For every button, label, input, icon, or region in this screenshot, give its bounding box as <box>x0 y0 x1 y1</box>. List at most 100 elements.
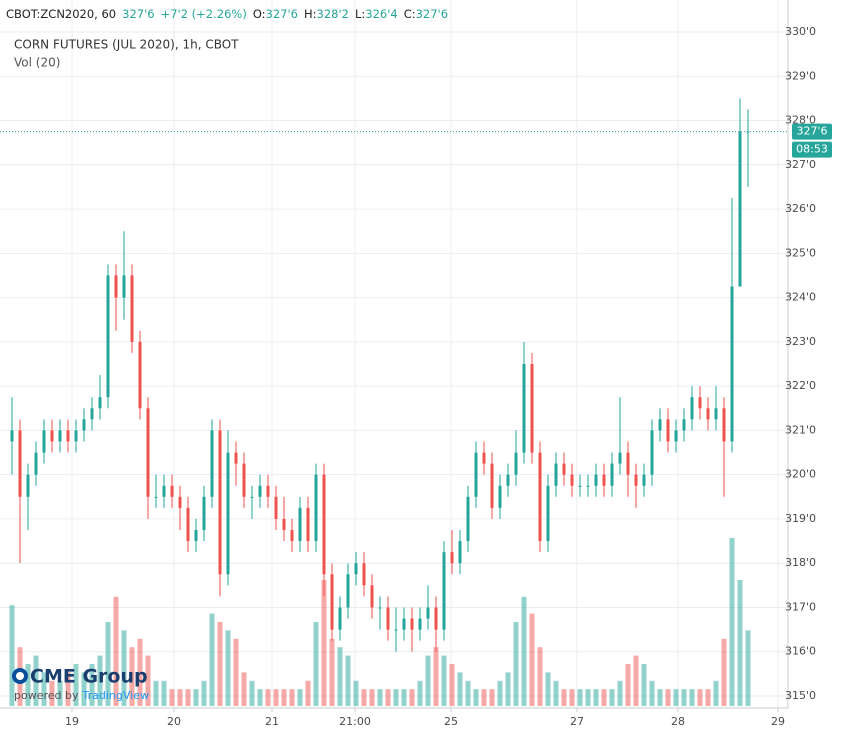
volume-bar <box>177 689 183 706</box>
volume-bar <box>129 647 135 706</box>
candle-body <box>154 496 158 498</box>
close-label: C: <box>404 7 416 21</box>
candle-body <box>570 474 574 486</box>
volume-bar <box>545 672 551 706</box>
volume-bar <box>25 664 31 706</box>
countdown-box <box>792 141 832 158</box>
volume-bar <box>297 689 303 706</box>
candle-body <box>426 607 430 619</box>
volume-bar <box>241 672 247 706</box>
volume-bar <box>633 655 639 706</box>
volume-bar <box>521 596 527 706</box>
candle-body <box>722 408 726 442</box>
candle-body <box>434 607 438 630</box>
candle-body <box>466 496 470 542</box>
candle-body <box>50 430 54 442</box>
y-tick-label: 322'0 <box>785 379 816 392</box>
candle-body <box>258 485 262 497</box>
candle-body <box>402 618 406 630</box>
volume-bar <box>537 647 543 706</box>
candle-body <box>418 618 422 630</box>
x-tick-label: 21 <box>265 715 279 728</box>
y-tick-label: 328'0 <box>785 114 816 127</box>
x-tick-label: 29 <box>771 715 785 728</box>
volume-bar <box>169 689 175 706</box>
candle-body <box>106 275 110 398</box>
logo-icon-inner <box>16 672 24 680</box>
candle-body <box>514 452 518 475</box>
candle-body <box>410 618 414 630</box>
volume-bar <box>585 689 591 706</box>
volume-bar <box>569 689 575 706</box>
candle-body <box>554 463 558 486</box>
volume-bar <box>105 622 111 706</box>
last-price-box <box>792 123 832 140</box>
volume-bar <box>393 689 399 706</box>
candle-body <box>242 463 246 497</box>
candle-body <box>338 607 342 630</box>
candle-body <box>650 430 654 475</box>
y-tick-label: 318'0 <box>785 556 816 569</box>
volume-bar <box>145 655 151 706</box>
volume-bar <box>577 689 583 706</box>
volume-bar <box>433 647 439 706</box>
candle-body <box>474 452 478 497</box>
candle-body <box>458 541 462 564</box>
volume-bar <box>233 638 239 706</box>
candle-body <box>274 496 278 519</box>
candle-body <box>706 408 710 420</box>
candle-body <box>490 463 494 508</box>
volume-bar <box>529 613 535 706</box>
volume-bar <box>409 689 415 706</box>
x-tick-label: 25 <box>444 715 458 728</box>
volume-bar <box>353 680 359 706</box>
high-value: 328'2 <box>317 7 349 21</box>
candle-body <box>594 474 598 486</box>
volume-bar <box>689 689 695 706</box>
candle-body <box>546 485 550 542</box>
candle-body <box>250 496 254 498</box>
y-tick-label: 323'0 <box>785 335 816 348</box>
volume-bar <box>665 689 671 706</box>
volume-bar <box>137 638 143 706</box>
symbol: CBOT:ZCN2020, 60 <box>6 7 116 21</box>
y-tick-label: 316'0 <box>785 645 816 658</box>
candle-body <box>282 518 286 530</box>
candle-body <box>18 430 22 497</box>
volume-bar <box>473 689 479 706</box>
y-tick-label: 329'0 <box>785 69 816 82</box>
candle-body <box>74 430 78 442</box>
low-label: L: <box>355 7 365 21</box>
high-label: H: <box>304 7 317 21</box>
y-tick-label: 319'0 <box>785 512 816 525</box>
volume-bar <box>745 630 751 706</box>
change: +7'2 (+2.26%) <box>161 7 247 21</box>
open-label: O: <box>253 7 266 21</box>
volume-bar <box>449 664 455 706</box>
candle-body <box>322 474 326 575</box>
volume-bar <box>417 680 423 706</box>
candle-body <box>482 452 486 464</box>
x-tick-label: 19 <box>65 715 79 728</box>
x-tick-label: 27 <box>570 715 584 728</box>
volume-bar <box>249 680 255 706</box>
candle-body <box>42 430 46 453</box>
volume-bar <box>161 680 167 706</box>
y-tick-label: 327'0 <box>785 158 816 171</box>
volume-bar <box>697 689 703 706</box>
chart-title: CORN FUTURES (JUL 2020), 1h, CBOT <box>14 38 239 52</box>
volume-bar <box>257 689 263 706</box>
candle-body <box>58 430 62 442</box>
candle-body <box>138 341 142 409</box>
header: CBOT:ZCN2020, 60 327'6 +7'2 (+2.26%) O:327'… <box>6 7 448 21</box>
candle-body <box>538 452 542 542</box>
volume-bar <box>561 689 567 706</box>
candle-body <box>10 430 14 442</box>
candle-body <box>562 463 566 475</box>
volume-bar <box>281 689 287 706</box>
candle-body <box>690 397 694 420</box>
candle-body <box>186 507 190 542</box>
candle-body <box>226 452 230 575</box>
candle-body <box>66 430 70 442</box>
